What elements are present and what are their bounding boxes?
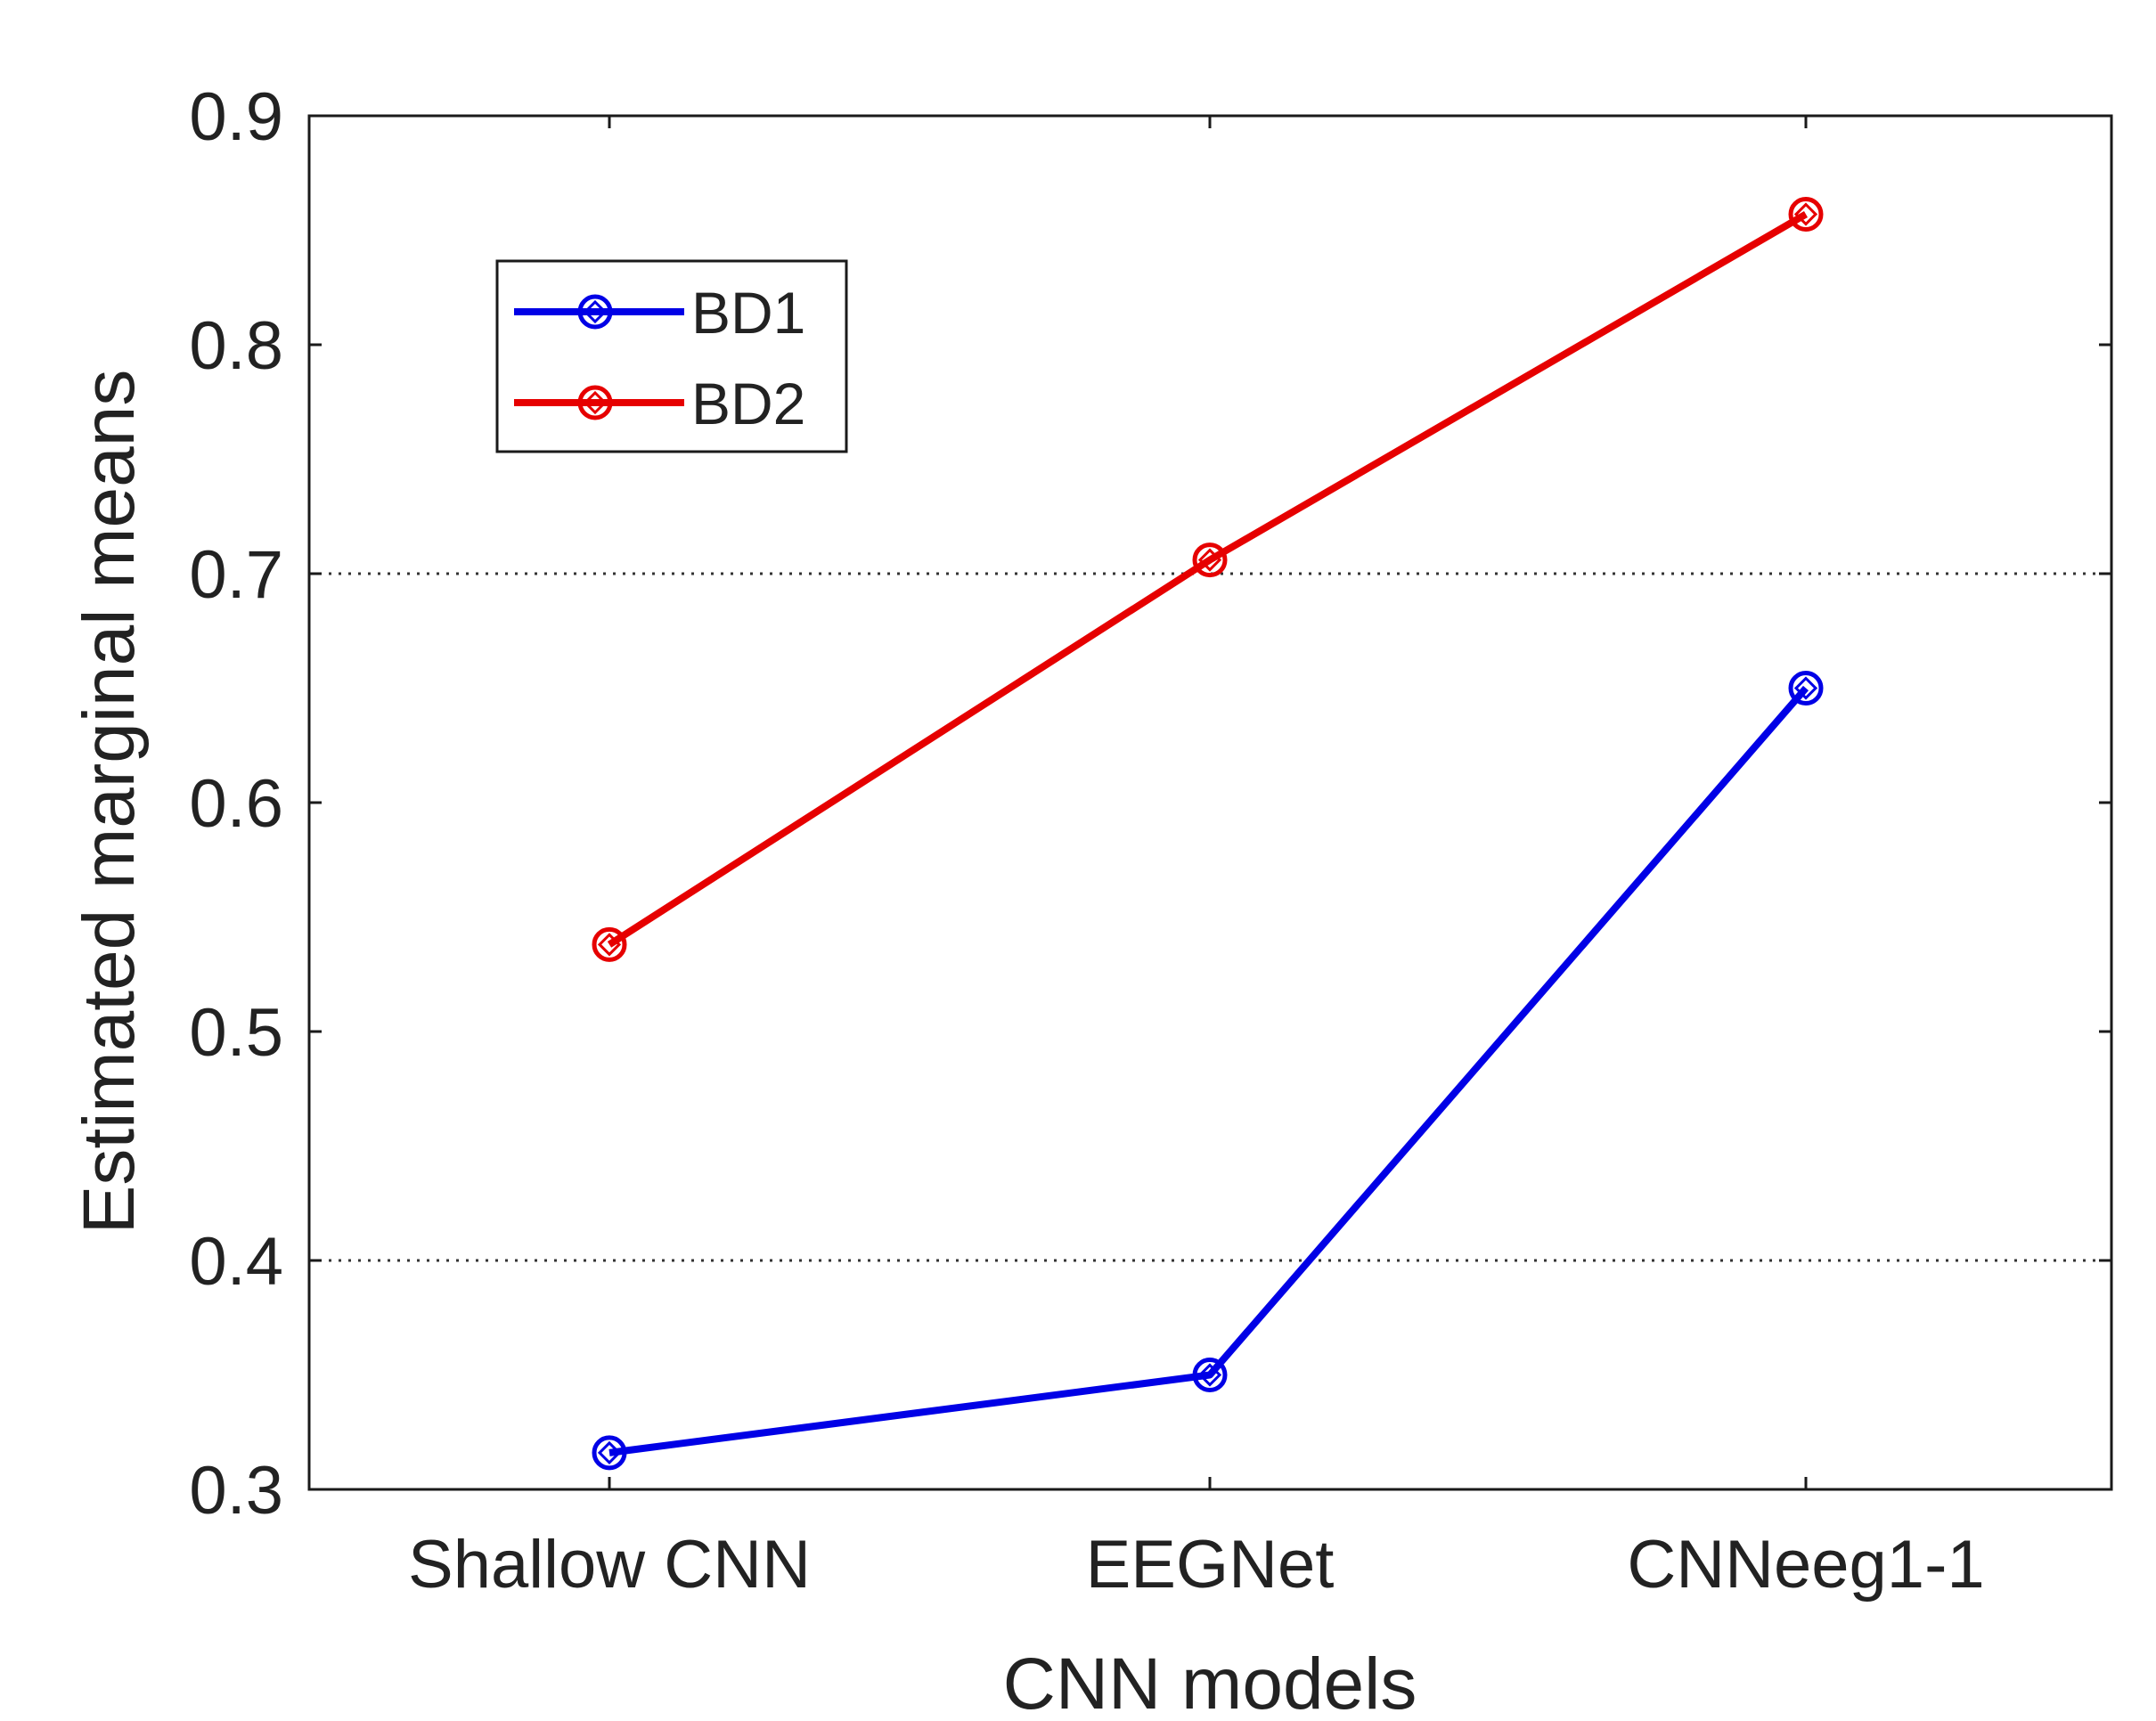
- y-tick-label: 0.4: [189, 1224, 283, 1300]
- x-tick-label: Shallow CNN: [408, 1527, 811, 1603]
- series-bd1: [592, 671, 1824, 1471]
- data-point: [1192, 542, 1228, 578]
- data-point: [592, 1435, 627, 1471]
- legend-box: [495, 259, 848, 453]
- data-point: [592, 926, 627, 962]
- y-tick-label: 0.3: [189, 1453, 283, 1529]
- data-point-diamond: [1197, 1363, 1222, 1387]
- y-tick-label: 0.7: [189, 537, 283, 613]
- y-tick-labels: 0.3 0.4 0.5 0.6 0.7 0.8 0.9: [189, 79, 283, 1529]
- legend-label: BD2: [691, 371, 805, 436]
- axis-ticks: [309, 114, 2111, 1491]
- data-point: [1788, 197, 1824, 232]
- data-point-diamond: [597, 933, 622, 957]
- data-point-diamond: [1793, 202, 1818, 226]
- data-point-diamond: [583, 299, 608, 324]
- x-tick-label: CNNeeg1-1: [1627, 1527, 1984, 1603]
- data-point: [577, 294, 613, 330]
- y-tick-label: 0.6: [189, 766, 283, 842]
- data-point: [577, 385, 613, 420]
- series-layer: [592, 197, 1824, 1471]
- x-tick-labels: Shallow CNN EEGNet CNNeeg1-1: [408, 1527, 1985, 1603]
- legend-entry-bd1: BD1: [514, 280, 805, 346]
- reference-lines: [309, 572, 2111, 1262]
- y-tick-label: 0.5: [189, 995, 283, 1071]
- data-point: [1192, 1358, 1228, 1392]
- legend-label: BD1: [691, 280, 805, 346]
- data-point-diamond: [1793, 676, 1818, 700]
- data-point: [1788, 671, 1824, 706]
- x-axis-label: CNN models: [1003, 1644, 1417, 1721]
- data-point-diamond: [1197, 548, 1222, 572]
- legend-entry-bd2: BD2: [514, 371, 805, 436]
- y-axis-label: Estimated marginal means: [69, 370, 150, 1235]
- y-tick-label: 0.9: [189, 79, 283, 155]
- series-bd2: [592, 197, 1824, 962]
- data-point-diamond: [583, 390, 608, 415]
- data-point-diamond: [597, 1440, 622, 1465]
- series-line: [608, 685, 1809, 1456]
- y-tick-label: 0.8: [189, 308, 283, 384]
- x-tick-label: EEGNet: [1086, 1527, 1335, 1603]
- series-line: [607, 211, 1809, 948]
